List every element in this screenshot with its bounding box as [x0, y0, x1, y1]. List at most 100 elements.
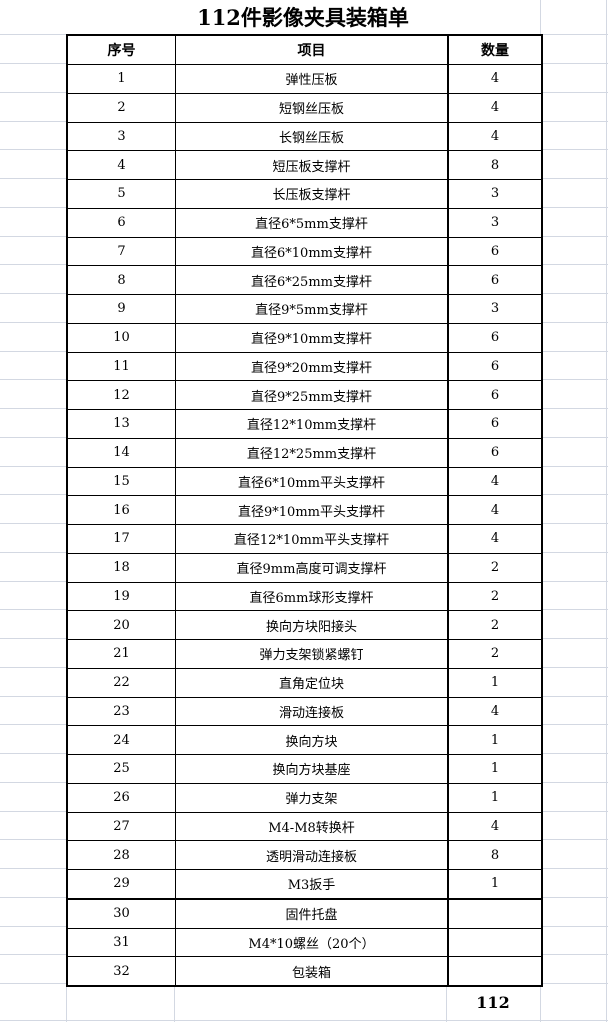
cell-qty[interactable]: 6 — [447, 236, 543, 267]
cell-item[interactable]: 长钢丝压板 — [175, 121, 449, 152]
cell-index[interactable]: 1 — [66, 64, 176, 94]
cell-qty[interactable]: 3 — [447, 294, 543, 324]
cell-qty[interactable]: 2 — [447, 581, 543, 612]
cell-index[interactable]: 12 — [66, 380, 176, 410]
cell-qty[interactable] — [447, 898, 543, 929]
cell-index[interactable]: 26 — [66, 782, 176, 813]
cell-index[interactable]: 14 — [66, 437, 176, 468]
cell-index[interactable]: 15 — [66, 466, 176, 497]
cell-item[interactable]: 包装箱 — [175, 956, 449, 987]
cell-item[interactable]: 直径6*25mm支撑杆 — [175, 265, 449, 295]
cell-index[interactable]: 27 — [66, 811, 176, 842]
cell-index[interactable]: 5 — [66, 179, 176, 209]
cell-qty[interactable] — [447, 956, 543, 987]
cell-index[interactable]: 4 — [66, 150, 176, 180]
cell-item[interactable]: M4-M8转换杆 — [175, 811, 449, 842]
cell-index[interactable]: 23 — [66, 696, 176, 727]
cell-item[interactable]: 直径6mm球形支撑杆 — [175, 581, 449, 612]
cell-qty[interactable]: 2 — [447, 552, 543, 583]
cell-item[interactable]: M4*10螺丝（20个） — [175, 927, 449, 958]
cell-qty[interactable]: 4 — [447, 121, 543, 152]
cell-index[interactable]: 22 — [66, 667, 176, 698]
cell-index[interactable]: 7 — [66, 236, 176, 267]
cell-item[interactable]: 直径9*10mm平头支撑杆 — [175, 495, 449, 525]
cell-item[interactable]: 换向方块阳接头 — [175, 610, 449, 640]
cell-index[interactable]: 16 — [66, 495, 176, 525]
cell-item[interactable]: 直径6*5mm支撑杆 — [175, 207, 449, 238]
cell-item[interactable]: 直径9mm高度可调支撑杆 — [175, 552, 449, 583]
cell-item[interactable]: 直径12*25mm支撑杆 — [175, 437, 449, 468]
cell-qty[interactable]: 4 — [447, 524, 543, 554]
cell-index[interactable]: 28 — [66, 840, 176, 870]
cell-item[interactable]: 固件托盘 — [175, 898, 449, 929]
cell-qty[interactable]: 6 — [447, 322, 543, 353]
cell-item[interactable]: 直径9*10mm支撑杆 — [175, 322, 449, 353]
cell-qty[interactable]: 3 — [447, 179, 543, 209]
cell-qty[interactable]: 4 — [447, 64, 543, 94]
cell-index[interactable]: 3 — [66, 121, 176, 152]
cell-index[interactable]: 11 — [66, 351, 176, 382]
cell-qty[interactable]: 2 — [447, 639, 543, 669]
cell-item[interactable]: 弹力支架 — [175, 782, 449, 813]
cell-item[interactable]: 直径6*10mm平头支撑杆 — [175, 466, 449, 497]
cell-item[interactable]: 换向方块 — [175, 725, 449, 755]
cell-index[interactable]: 10 — [66, 322, 176, 353]
cell-qty[interactable]: 4 — [447, 811, 543, 842]
cell-index[interactable]: 21 — [66, 639, 176, 669]
cell-qty[interactable]: 6 — [447, 437, 543, 468]
cell-index[interactable]: 9 — [66, 294, 176, 324]
cell-index[interactable]: 32 — [66, 956, 176, 987]
cell-item[interactable]: 滑动连接板 — [175, 696, 449, 727]
total-quantity[interactable]: 112 — [476, 992, 510, 1012]
cell-qty[interactable]: 8 — [447, 150, 543, 180]
cell-item[interactable]: 短钢丝压板 — [175, 92, 449, 123]
cell-index[interactable]: 29 — [66, 868, 176, 900]
cell-item[interactable]: 直径12*10mm平头支撑杆 — [175, 524, 449, 554]
cell-index[interactable]: 6 — [66, 207, 176, 238]
cell-index[interactable]: 19 — [66, 581, 176, 612]
cell-qty[interactable]: 6 — [447, 351, 543, 382]
cell-item[interactable]: 直径9*20mm支撑杆 — [175, 351, 449, 382]
cell-item[interactable]: 直径9*5mm支撑杆 — [175, 294, 449, 324]
cell-qty[interactable] — [447, 927, 543, 958]
cell-item[interactable]: 透明滑动连接板 — [175, 840, 449, 870]
cell-index[interactable]: 17 — [66, 524, 176, 554]
cell-index[interactable]: 20 — [66, 610, 176, 640]
cell-qty[interactable]: 1 — [447, 725, 543, 755]
cell-index[interactable]: 8 — [66, 265, 176, 295]
cell-item[interactable]: 短压板支撑杆 — [175, 150, 449, 180]
cell-qty[interactable]: 1 — [447, 868, 543, 900]
cell-index[interactable]: 25 — [66, 754, 176, 784]
cell-qty[interactable]: 8 — [447, 840, 543, 870]
cell-index[interactable]: 31 — [66, 927, 176, 958]
cell-qty[interactable]: 4 — [447, 92, 543, 123]
cell-qty[interactable]: 6 — [447, 265, 543, 295]
cell-item[interactable]: 直角定位块 — [175, 667, 449, 698]
cell-index[interactable]: 30 — [66, 898, 176, 929]
cell-item[interactable]: 弹力支架锁紧螺钉 — [175, 639, 449, 669]
cell-qty[interactable]: 6 — [447, 380, 543, 410]
cell-item[interactable]: 弹性压板 — [175, 64, 449, 94]
cell-qty[interactable]: 2 — [447, 610, 543, 640]
sheet-title[interactable]: 112件影像夹具装箱单 — [66, 0, 540, 34]
header-index[interactable]: 序号 — [66, 34, 176, 65]
cell-item[interactable]: 长压板支撑杆 — [175, 179, 449, 209]
cell-qty[interactable]: 1 — [447, 667, 543, 698]
cell-index[interactable]: 24 — [66, 725, 176, 755]
cell-qty[interactable]: 6 — [447, 409, 543, 439]
cell-item[interactable]: 直径6*10mm支撑杆 — [175, 236, 449, 267]
cell-item[interactable]: M3扳手 — [175, 868, 449, 900]
header-qty[interactable]: 数量 — [447, 34, 543, 65]
cell-item[interactable]: 直径9*25mm支撑杆 — [175, 380, 449, 410]
header-item[interactable]: 项目 — [175, 34, 449, 65]
cell-qty[interactable]: 4 — [447, 696, 543, 727]
cell-index[interactable]: 13 — [66, 409, 176, 439]
cell-qty[interactable]: 4 — [447, 495, 543, 525]
cell-qty[interactable]: 4 — [447, 466, 543, 497]
cell-qty[interactable]: 1 — [447, 782, 543, 813]
cell-qty[interactable]: 3 — [447, 207, 543, 238]
cell-item[interactable]: 换向方块基座 — [175, 754, 449, 784]
cell-qty[interactable]: 1 — [447, 754, 543, 784]
cell-item[interactable]: 直径12*10mm支撑杆 — [175, 409, 449, 439]
cell-index[interactable]: 18 — [66, 552, 176, 583]
